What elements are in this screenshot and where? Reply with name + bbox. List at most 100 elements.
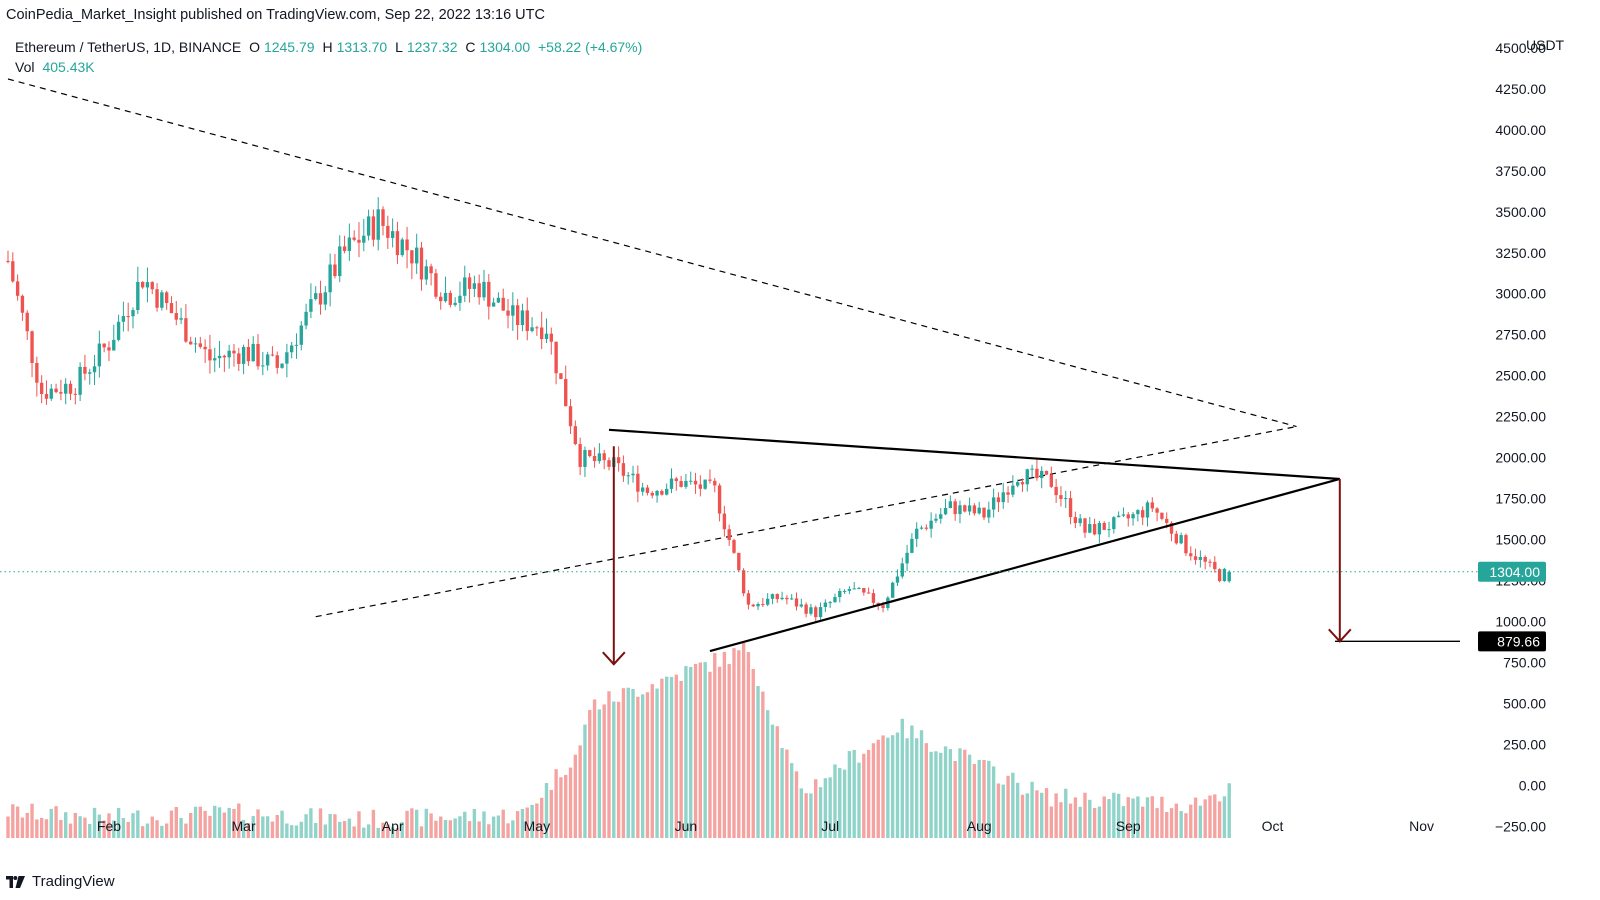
candle-body — [112, 339, 116, 351]
price-tick-label: 750.00 — [1503, 655, 1546, 671]
volume-bar — [1064, 788, 1068, 838]
candle-body — [982, 507, 986, 518]
volume-bar — [78, 816, 82, 838]
target-price-tag[interactable]: 879.66 — [1478, 631, 1546, 652]
volume-bar — [54, 806, 58, 838]
symbol-name[interactable]: Ethereum / TetherUS, 1D, BINANCE — [15, 39, 242, 55]
candle-body — [376, 209, 380, 240]
volume-bar — [636, 696, 640, 838]
candle-body — [1131, 514, 1135, 519]
volume-bar — [1160, 796, 1164, 838]
long-term-resistance-line[interactable] — [7, 78, 1297, 428]
volume-bar — [900, 718, 904, 838]
price-axis[interactable]: 4500.00 4250.00 4000.00 3750.00 3500.00 3250.… — [1478, 40, 1546, 835]
volume-bar — [1116, 793, 1121, 838]
candle-body — [1030, 468, 1034, 470]
volume-bar — [751, 668, 755, 838]
volume-bar — [1006, 775, 1010, 838]
candle-body — [1015, 482, 1020, 486]
candle-body — [1020, 482, 1025, 485]
volume-bar — [496, 815, 501, 838]
candle-body — [294, 344, 299, 346]
time-axis[interactable]: Feb Mar Apr May Jun Jul Aug Sep Oct Nov — [97, 818, 1434, 834]
candle-body — [439, 296, 443, 302]
current-price-tag[interactable]: 1304.00 — [1478, 561, 1546, 582]
time-tick-label: Mar — [232, 818, 256, 834]
volume-bar — [876, 739, 880, 838]
candle-body — [621, 463, 626, 476]
candle-body — [414, 247, 419, 264]
candle-body — [924, 527, 929, 529]
volume-bar — [265, 816, 270, 838]
volume-bar — [939, 752, 943, 838]
candle-body — [443, 292, 448, 302]
candle-body — [910, 538, 914, 553]
volume-bar — [963, 749, 967, 838]
volume-bar — [30, 803, 34, 838]
candle-body — [131, 310, 135, 317]
candle-body — [823, 602, 828, 608]
candle-body — [1059, 495, 1063, 499]
volume-bar — [1213, 794, 1217, 838]
volume-bar — [506, 823, 510, 838]
volume-label[interactable]: Vol — [15, 59, 35, 75]
volume-bar — [1165, 812, 1169, 838]
volume-bar — [838, 768, 842, 838]
volume-bar — [1222, 796, 1227, 838]
candle-body — [217, 355, 222, 359]
volume-bar — [1150, 796, 1154, 838]
triangle-lower-line[interactable] — [709, 477, 1341, 653]
volume-bar — [756, 685, 760, 838]
volume-bar — [640, 694, 645, 838]
volume-bar — [852, 749, 856, 838]
candle-body — [347, 237, 352, 251]
volume-bar — [1174, 803, 1179, 838]
candle-body — [1068, 498, 1073, 518]
candle-body — [862, 588, 866, 593]
high-label: H — [322, 39, 333, 55]
time-tick-label: Aug — [967, 818, 992, 834]
volume-bar — [862, 753, 866, 838]
volume-bar — [472, 808, 477, 838]
volume-bar — [342, 821, 347, 838]
volume-bar — [977, 759, 981, 838]
price-tick-label: 500.00 — [1503, 696, 1546, 712]
candle-body — [1112, 517, 1116, 530]
candle-body — [169, 303, 174, 314]
candle-body — [1083, 518, 1087, 533]
volume-bar — [602, 704, 606, 838]
volume-bar — [535, 803, 539, 838]
price-tick-label: 3750.00 — [1495, 163, 1546, 179]
candle-body — [1121, 514, 1126, 516]
candle-body — [943, 507, 948, 515]
candle-body — [491, 302, 496, 307]
candle-body — [1203, 556, 1207, 562]
volume-bar — [1049, 806, 1054, 838]
volume-value: 405.43K — [42, 59, 95, 75]
volume-bar — [1145, 797, 1150, 838]
volume-bar — [453, 818, 457, 838]
volume-bar — [467, 821, 472, 838]
volume-bar — [1083, 792, 1087, 838]
volume-bar — [362, 827, 366, 838]
candle-body — [400, 239, 404, 256]
volume-bar — [338, 821, 342, 838]
candle-body — [15, 281, 20, 296]
candle-body — [597, 453, 602, 462]
triangle-upper-line[interactable] — [608, 428, 1340, 481]
volume-bar — [689, 666, 693, 838]
candle-body — [496, 297, 501, 303]
close-value: 1304.00 — [479, 39, 531, 55]
open-label: O — [249, 39, 260, 55]
candle-body — [799, 604, 803, 607]
candle-body — [314, 293, 318, 300]
candle-body — [636, 473, 640, 492]
candle-body — [1011, 485, 1015, 495]
tradingview-brand[interactable]: TradingView — [6, 873, 115, 890]
volume-bar — [193, 806, 198, 838]
long-term-support-line[interactable] — [315, 425, 1297, 618]
candle-body — [1189, 553, 1193, 557]
candle-body — [1155, 508, 1159, 513]
candle-body — [35, 362, 39, 383]
